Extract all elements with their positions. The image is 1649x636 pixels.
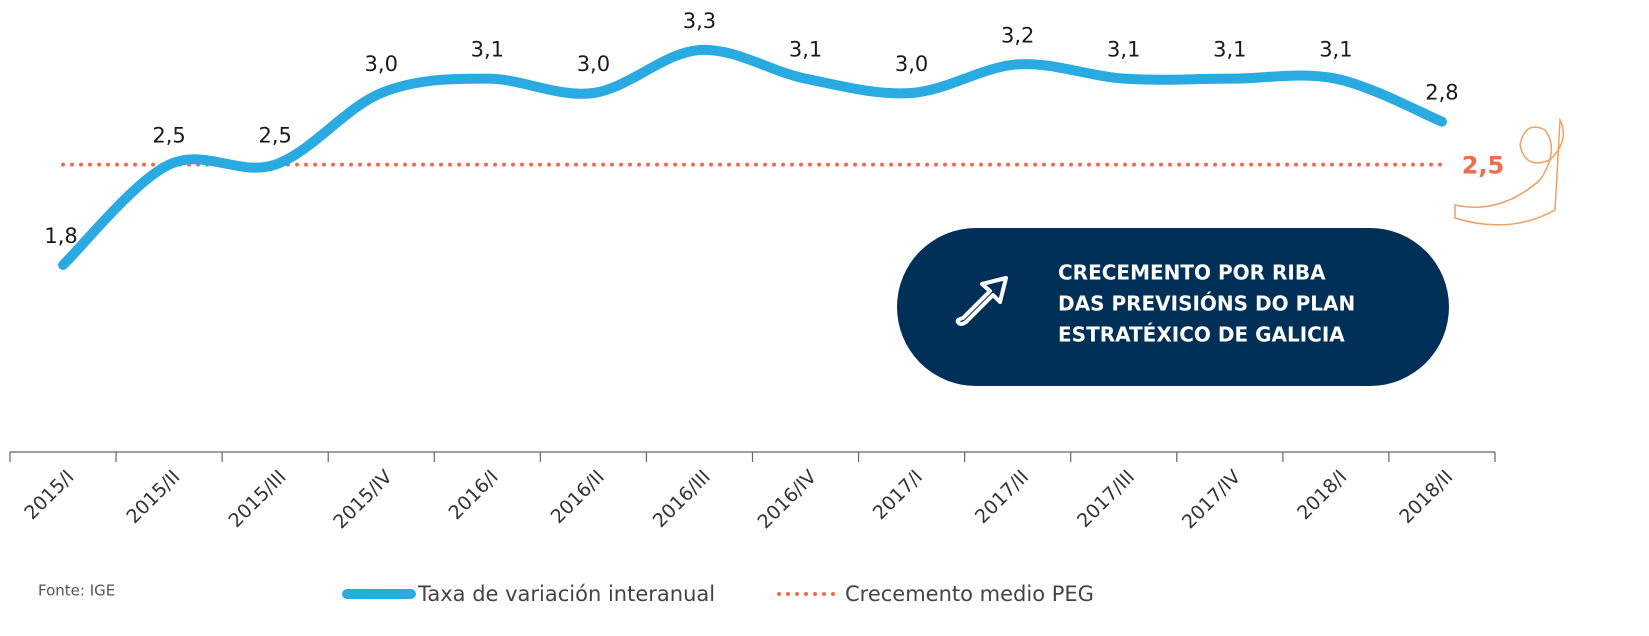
x-tick-label: 2015/I [20, 466, 78, 524]
data-label: 3,3 [683, 9, 716, 33]
legend-label: Taxa de variación interanual [417, 582, 715, 606]
x-tick-label: 2017/II [971, 466, 1033, 528]
data-label: 3,1 [1319, 38, 1352, 62]
x-tick-label: 2018/II [1395, 466, 1457, 528]
callout: CRECEMENTO POR RIBA DAS PREVISIÓNS DO PL… [897, 228, 1449, 386]
data-label: 3,1 [471, 38, 504, 62]
data-label: 3,1 [1213, 38, 1246, 62]
legend-label: Crecemento medio PEG [845, 582, 1094, 606]
x-tick-label: 2017/III [1073, 466, 1139, 532]
callout-text: DAS PREVISIÓNS DO PLAN [1058, 292, 1355, 316]
x-tick-label: 2015/IV [329, 466, 396, 533]
x-tick-label: 2018/I [1293, 466, 1351, 524]
data-label: 3,0 [365, 52, 398, 76]
x-tick-label: 2016/IV [754, 466, 821, 533]
data-label: 3,0 [577, 52, 610, 76]
x-tick-label: 2016/III [649, 466, 715, 532]
x-tick-label: 2015/II [122, 466, 184, 528]
data-label: 3,2 [1001, 23, 1034, 47]
callout-text: CRECEMENTO POR RIBA [1058, 261, 1326, 285]
data-label: 2,5 [152, 124, 185, 148]
data-label: 2,8 [1425, 81, 1458, 105]
data-label: 3,1 [1107, 38, 1140, 62]
reference-label: 2,5 [1462, 152, 1505, 180]
chart: CRECEMENTO POR RIBA DAS PREVISIÓNS DO PL… [0, 0, 1649, 636]
x-tick-label: 2017/I [869, 466, 927, 524]
x-tick-label: 2016/I [445, 466, 503, 524]
data-label: 3,1 [789, 38, 822, 62]
callout-text: ESTRATÉXICO DE GALICIA [1058, 323, 1345, 347]
data-label: 2,5 [258, 124, 291, 148]
x-tick-label: 2015/III [224, 466, 290, 532]
x-tick-label: 2016/II [547, 466, 609, 528]
source: Fonte: IGE [38, 582, 115, 600]
data-label: 1,8 [44, 224, 77, 248]
x-tick-label: 2017/IV [1178, 466, 1245, 533]
data-label: 3,0 [895, 52, 928, 76]
